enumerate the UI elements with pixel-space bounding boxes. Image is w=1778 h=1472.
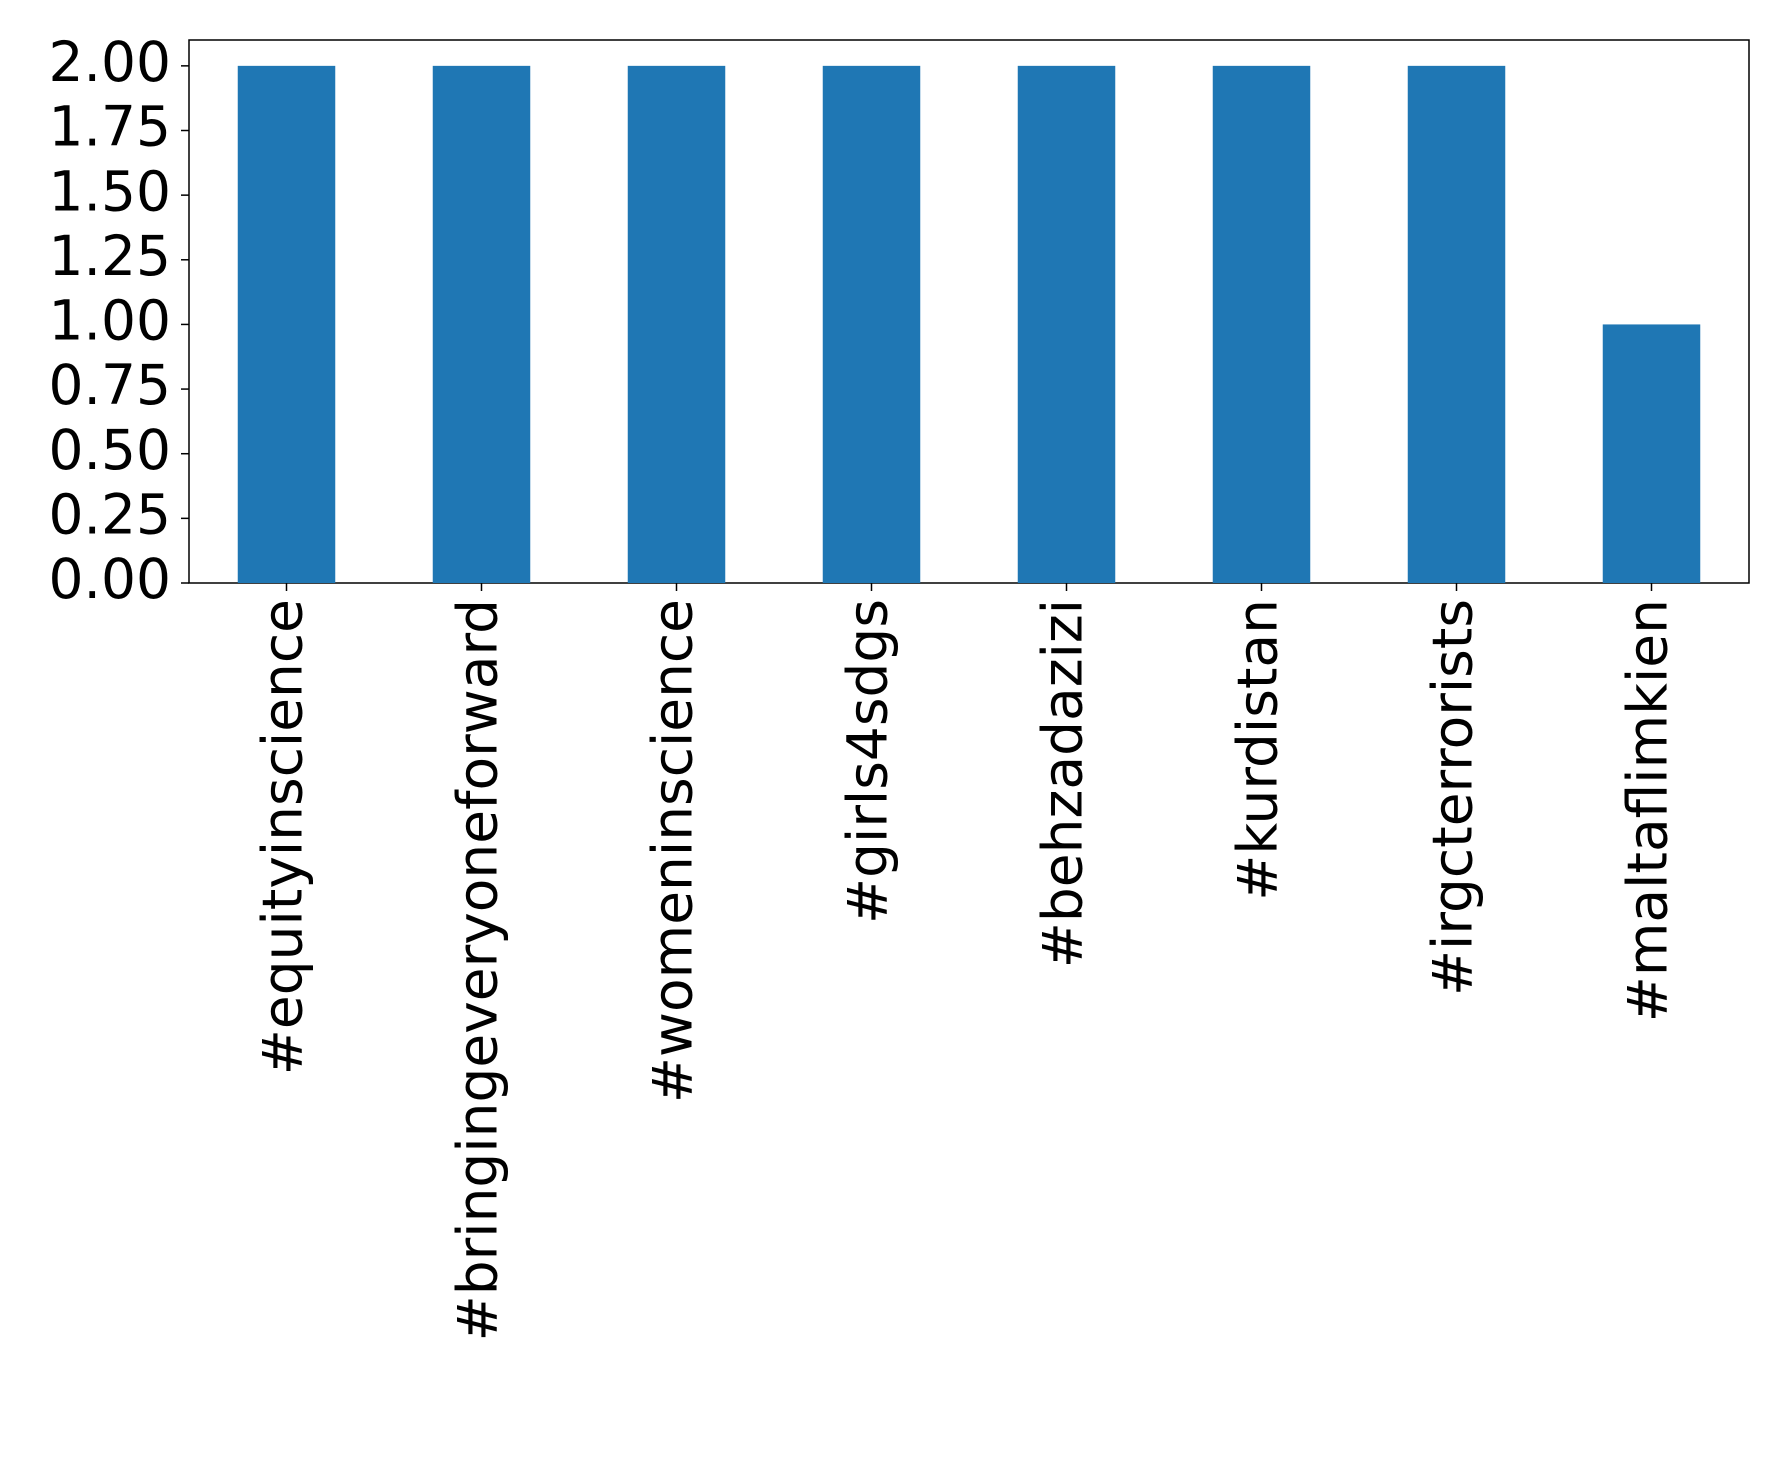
y-tick-label: 0.50 [49, 418, 171, 482]
bar [1212, 65, 1311, 584]
y-tick-label: 0.00 [49, 547, 171, 611]
y-tick-label: 0.25 [49, 482, 171, 546]
y-tick-label: 2.00 [49, 30, 171, 94]
x-tick-label: #behzadazizi [1031, 599, 1095, 968]
plot-frame [188, 39, 1750, 584]
x-tick-label: #equityinscience [251, 599, 315, 1075]
x-tick-label: #irgcterrorists [1421, 599, 1485, 996]
bar [822, 65, 921, 584]
x-tick-label: #womeninscience [641, 599, 705, 1103]
y-tick-label: 1.50 [49, 159, 171, 223]
bar [432, 65, 531, 584]
y-tick-label: 1.00 [49, 289, 171, 353]
x-tick-label: #kurdistan [1226, 599, 1290, 901]
bar [1017, 65, 1116, 584]
y-tick-label: 0.75 [49, 353, 171, 417]
bar [1602, 324, 1701, 583]
bar [237, 65, 336, 584]
x-tick-label: #bringingeveryoneforward [446, 599, 510, 1341]
x-tick-label: #girls4sdgs [836, 599, 900, 924]
bar [627, 65, 726, 584]
x-tick-label: #maltaflimkien [1616, 599, 1680, 1022]
y-tick-label: 1.25 [49, 224, 171, 288]
y-tick-label: 1.75 [49, 95, 171, 159]
bar [1407, 65, 1506, 584]
